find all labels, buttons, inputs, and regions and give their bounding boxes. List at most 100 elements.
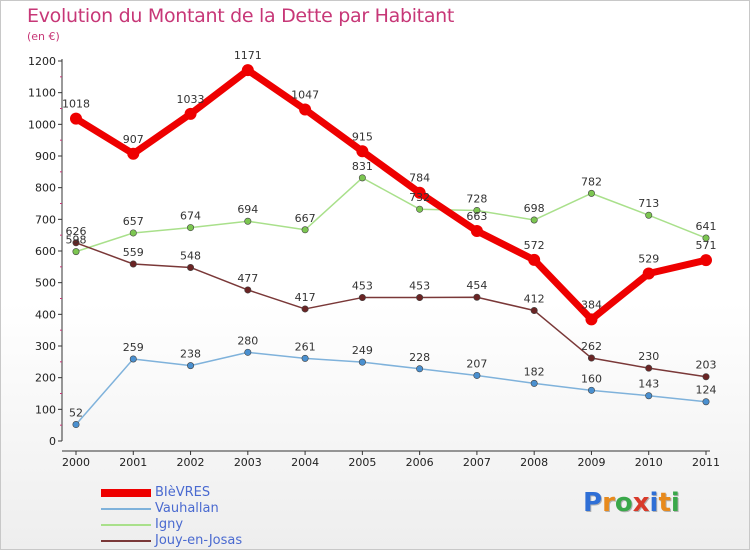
x-tick-label: 2010 — [635, 456, 663, 469]
data-point — [645, 211, 653, 219]
data-label: 261 — [295, 340, 316, 353]
data-point — [702, 373, 710, 381]
data-point — [416, 205, 424, 213]
chart-subtitle: (en €) — [27, 30, 60, 43]
data-label: 238 — [180, 348, 201, 361]
data-point — [645, 364, 653, 372]
data-label: 230 — [638, 350, 659, 363]
data-label: 228 — [409, 351, 430, 364]
data-point — [585, 313, 598, 326]
series-line — [75, 351, 707, 426]
series-line — [72, 66, 710, 323]
data-label: 203 — [696, 359, 717, 372]
data-label: 529 — [638, 252, 659, 265]
data-point — [473, 206, 481, 214]
data-label: 571 — [696, 239, 717, 252]
data-point — [528, 253, 541, 266]
series-line — [75, 242, 707, 378]
data-point — [187, 263, 195, 271]
legend-swatch — [101, 489, 151, 497]
legend-swatch — [101, 540, 151, 542]
x-tick-label: 2001 — [119, 456, 147, 469]
data-label: 782 — [581, 175, 602, 188]
legend-label: BIèVRES — [155, 485, 211, 500]
data-point — [530, 216, 538, 224]
data-point — [416, 294, 424, 302]
data-label: 259 — [123, 341, 144, 354]
x-tick-label: 2004 — [291, 456, 319, 469]
logo-letter: i — [649, 488, 659, 518]
data-label: 1033 — [177, 93, 205, 106]
data-point — [645, 392, 653, 400]
data-label: 915 — [352, 130, 373, 143]
data-point — [356, 145, 369, 158]
data-label: 559 — [123, 246, 144, 259]
series-line — [75, 177, 707, 253]
data-point — [70, 112, 82, 125]
proxiti-logo: Proxiti — [583, 488, 680, 518]
data-label: 182 — [524, 365, 545, 378]
data-point — [358, 294, 366, 302]
data-label: 160 — [581, 372, 602, 385]
y-tick-label: 1100 — [28, 87, 56, 100]
data-label: 453 — [409, 280, 430, 293]
x-tick-label: 2000 — [62, 456, 90, 469]
data-label: 1018 — [62, 98, 90, 111]
data-label: 698 — [524, 202, 545, 215]
data-point — [301, 354, 309, 362]
x-tick-label: 2003 — [234, 456, 262, 469]
logo-letter: r — [602, 488, 615, 518]
data-label: 626 — [66, 225, 87, 238]
logo-letter: x — [632, 488, 650, 518]
data-label: 124 — [696, 384, 717, 397]
data-point — [358, 174, 366, 182]
data-point — [416, 365, 424, 373]
legend-label: Jouy-en-Josas — [155, 533, 243, 548]
data-point — [244, 286, 252, 294]
data-label: 52 — [69, 407, 83, 420]
data-label: 412 — [524, 293, 545, 306]
data-label: 694 — [237, 203, 258, 216]
logo-letter: t — [658, 488, 671, 518]
data-label: 831 — [352, 160, 373, 173]
data-label: 1047 — [291, 88, 319, 101]
data-point — [587, 189, 595, 197]
data-point — [72, 239, 80, 247]
logo-letter: i — [670, 488, 680, 518]
data-label: 572 — [524, 239, 545, 252]
data-point — [413, 186, 426, 199]
x-tick-label: 2005 — [348, 456, 376, 469]
data-label: 713 — [638, 197, 659, 210]
y-tick-label: 800 — [35, 182, 56, 195]
data-label: 280 — [237, 334, 258, 347]
data-label: 417 — [295, 291, 316, 304]
data-label: 657 — [123, 215, 144, 228]
data-point — [184, 107, 197, 120]
logo-letter: o — [614, 488, 633, 518]
data-point — [244, 217, 252, 225]
data-point — [301, 305, 309, 313]
x-tick-label: 2011 — [692, 456, 720, 469]
data-label: 663 — [466, 210, 487, 223]
y-tick-label: 200 — [35, 372, 56, 385]
data-label: 262 — [581, 340, 602, 353]
data-label: 907 — [123, 133, 144, 146]
data-point — [187, 224, 195, 232]
data-label: 641 — [696, 220, 717, 233]
data-label: 728 — [466, 192, 487, 205]
data-point — [473, 371, 481, 379]
data-label: 784 — [409, 172, 430, 185]
data-point — [299, 103, 312, 116]
data-label: 249 — [352, 344, 373, 357]
data-point — [127, 147, 140, 160]
data-label: 207 — [466, 357, 487, 370]
data-label: 477 — [237, 272, 258, 285]
y-tick-label: 400 — [35, 308, 56, 321]
data-label: 454 — [466, 279, 487, 292]
data-point — [187, 362, 195, 370]
y-tick-label: 700 — [35, 213, 56, 226]
y-tick-label: 900 — [35, 150, 56, 163]
data-point — [702, 234, 710, 242]
